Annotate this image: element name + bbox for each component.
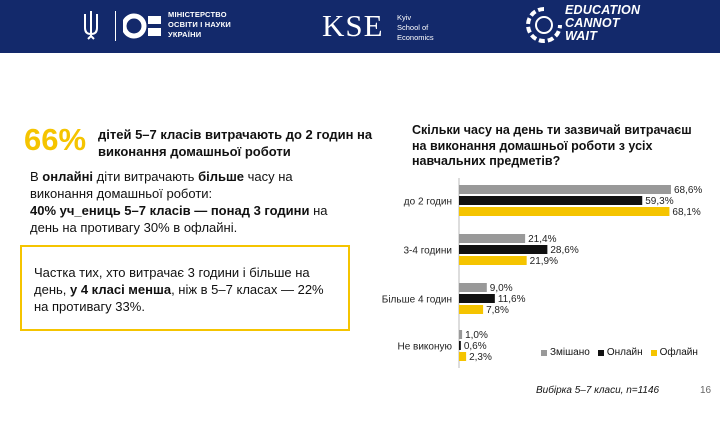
bar <box>459 305 484 314</box>
bar <box>459 352 467 361</box>
kse-logo: KSE <box>322 8 384 43</box>
text-run-bold: у 4 класі менша <box>70 282 172 297</box>
legend-swatch <box>597 349 604 356</box>
legend-label: Онлайн <box>606 347 643 358</box>
ministry-logo-icon <box>123 13 161 39</box>
legend-label: Змішано <box>550 347 590 358</box>
bar <box>459 330 463 339</box>
text-run-bold: понад 3 години <box>210 203 310 218</box>
ecw-logo-icon <box>526 7 562 43</box>
category-label: до 2 годин <box>404 197 452 208</box>
data-label: 68,1% <box>672 207 700 218</box>
chart-legend: Змішано Онлайн Офлайн <box>541 347 706 358</box>
text-run-bold: більше <box>198 169 245 184</box>
data-label: 1,0% <box>465 330 488 341</box>
data-label: 11,6% <box>498 294 526 305</box>
page-number: 16 <box>700 385 712 396</box>
bar <box>459 256 527 265</box>
bar <box>459 207 670 216</box>
ecw-line: CANNOT <box>565 16 620 30</box>
data-label: 0,6% <box>464 341 487 352</box>
header-divider <box>115 11 116 41</box>
data-label: 28,6% <box>550 245 578 256</box>
paragraph-line-1: В онлайні діти витрачають більше часу на… <box>30 168 350 202</box>
callout-box: Частка тих, хто витрачає 3 години і біль… <box>20 245 350 331</box>
data-label: 7,8% <box>486 305 509 316</box>
legend-swatch <box>541 349 547 356</box>
bar <box>459 196 643 205</box>
sample-note: Вибірка 5–7 класи, n=1146 <box>536 385 660 396</box>
bar <box>459 245 548 254</box>
kse-line: Kyiv <box>397 13 412 22</box>
legend-label: Офлайн <box>659 347 698 358</box>
kse-name: Kyiv School of Economics <box>397 13 434 43</box>
legend-swatch <box>650 349 657 356</box>
data-label: 68,6% <box>674 185 702 196</box>
trident-icon <box>84 11 98 40</box>
ecw-name: EDUCATION CANNOT WAIT <box>565 4 640 43</box>
legend-item: Онлайн <box>597 347 643 358</box>
text-run-bold: онлайні <box>42 169 94 184</box>
paragraph-line-2: 40% уч_ениць 5–7 класів — понад 3 години… <box>30 202 350 236</box>
headline-text: дітей 5–7 класів витрачають до 2 годин н… <box>98 127 373 159</box>
ecw-line: WAIT <box>565 29 598 43</box>
chart-title: Скільки часу на день ти зазвичай витрача… <box>412 123 692 168</box>
bar <box>459 341 461 350</box>
data-label: 9,0% <box>490 283 513 294</box>
bar <box>459 283 487 292</box>
bar <box>459 294 495 303</box>
header-bar: МІНІСТЕРСТВО ОСВІТИ І НАУКИ УКРАЇНИ KSE … <box>0 0 720 53</box>
ecw-line: EDUCATION <box>565 3 641 17</box>
online-paragraph: В онлайні діти витрачають більше часу на… <box>30 168 350 236</box>
kse-line: School of <box>397 23 429 32</box>
text-run-bold: 40% уч_ениць 5–7 класів — <box>30 203 211 218</box>
ministry-line: УКРАЇНИ <box>168 30 202 39</box>
kse-line: Economics <box>397 33 434 42</box>
ministry-line: ОСВІТИ І НАУКИ <box>168 20 231 29</box>
data-label: 59,3% <box>645 196 673 207</box>
legend-item: Офлайн <box>650 347 698 358</box>
legend-item: Змішано <box>541 347 590 358</box>
ministry-name: МІНІСТЕРСТВО ОСВІТИ І НАУКИ УКРАЇНИ <box>168 10 231 40</box>
category-label: Більше 4 годин <box>382 295 452 306</box>
text-run: на день на противагу 30% в офлайні. <box>30 203 328 235</box>
text-run: В <box>30 169 43 184</box>
text-run: Частка тих, хто витрачає 3 години і біль… <box>34 265 310 297</box>
text-run: діти витрачають <box>93 169 199 184</box>
data-label: 21,9% <box>530 256 558 267</box>
data-label: 2,3% <box>469 352 492 363</box>
data-label: 21,4% <box>528 234 556 245</box>
category-label: Не виконую <box>397 342 452 353</box>
text-run: часу на виконання домашньої роботи: <box>30 169 293 201</box>
category-label: 3-4 години <box>403 246 452 257</box>
bar <box>459 234 526 243</box>
text-run: , ніж в 5–7 класах — 22% на противагу 33… <box>34 282 324 314</box>
bar <box>459 185 671 194</box>
ministry-line: МІНІСТЕРСТВО <box>168 10 227 19</box>
headline-percent: 66% <box>24 122 87 157</box>
